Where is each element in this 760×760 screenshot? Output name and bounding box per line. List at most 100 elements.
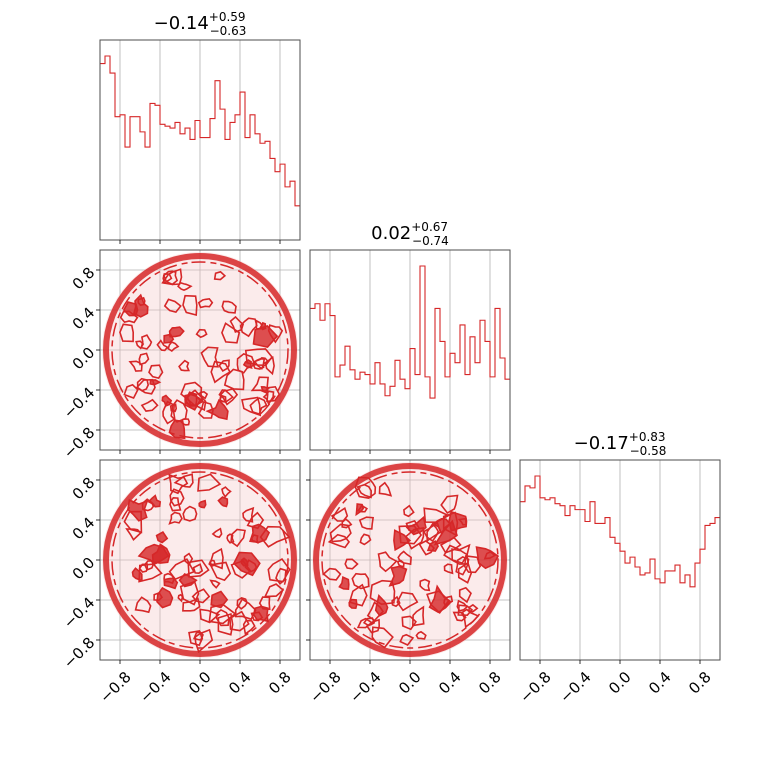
contour-density [102, 462, 298, 658]
contour-blob [131, 567, 143, 582]
x-tick-label: 0.0 [605, 668, 635, 698]
contour-blob [223, 368, 245, 391]
grid-lines [539, 460, 701, 660]
contour-blob [359, 533, 372, 546]
contour-blob [221, 322, 241, 344]
contour-blob [148, 364, 164, 380]
contour-blob [147, 494, 162, 508]
contour-blob [178, 359, 190, 372]
contour-blob [249, 397, 268, 415]
contour-blob [205, 398, 229, 421]
contour-blob [369, 579, 396, 606]
x-tick-label: 0.4 [225, 668, 255, 698]
contour-blob [463, 555, 482, 574]
contour-blob [475, 546, 500, 570]
contour-blob [356, 504, 369, 513]
contour-blob [210, 360, 231, 384]
contour-blob [229, 610, 250, 632]
contour-blob [341, 518, 353, 529]
contour-blob [192, 563, 204, 575]
contour-blob [242, 359, 253, 370]
histogram-line [100, 55, 300, 207]
contour-blob [167, 341, 180, 353]
contour-blob [162, 400, 176, 425]
x-tick-label: 0.8 [265, 668, 295, 698]
contour-blob [208, 559, 216, 568]
contour-blob [374, 593, 389, 617]
contour-blob [182, 505, 198, 522]
contour-blob [169, 496, 182, 512]
contour-blob [200, 346, 219, 368]
x-ticks [539, 660, 701, 664]
x-tick-label: −0.8 [306, 668, 344, 706]
contour-blob [137, 543, 170, 566]
contour-blob [426, 590, 450, 614]
contour-blob [457, 561, 473, 584]
y-tick-label: 0.0 [69, 554, 99, 584]
contour-blob [418, 540, 436, 556]
contour-blob [366, 601, 385, 622]
contour-blob [348, 583, 368, 607]
contour-blob [358, 516, 375, 530]
contour-blob [208, 603, 237, 625]
panel-title: 0.02+0.67 −0.74 [371, 220, 449, 248]
histogram-panel-param-0: −0.14+0.59 −0.63 [99, 10, 301, 244]
contour-blob [432, 517, 451, 535]
contour-blob [255, 319, 263, 330]
contour-blob [327, 533, 351, 549]
contour-density [102, 252, 298, 448]
contour-blob [161, 394, 173, 407]
y-tick-label: 0.4 [69, 514, 99, 544]
contour-blob [168, 419, 186, 440]
panel-title: −0.17+0.83 −0.58 [574, 430, 667, 458]
panel-title: −0.14+0.59 −0.63 [154, 10, 247, 38]
contour-blob [439, 536, 462, 554]
contour-blob [197, 297, 214, 309]
ticks [96, 479, 281, 664]
contour-blob [127, 498, 149, 522]
contour-blob [138, 563, 149, 573]
contour-blob [218, 388, 234, 403]
contour-blob [161, 268, 183, 286]
inner-contour [321, 471, 499, 649]
contour-blob [322, 567, 342, 581]
contour-blob [180, 381, 204, 407]
contour-blob [119, 323, 135, 343]
contour-blob [230, 528, 246, 548]
contour-blob [140, 398, 159, 412]
contour-blob [183, 552, 194, 566]
contour-blob [199, 608, 221, 624]
contour-blob [440, 494, 459, 515]
contour-panel-0-2: −0.8−0.40.00.40.8−0.8 −0.4 0.0 0.4 0.8 [60, 459, 301, 707]
contour-blob [182, 294, 198, 317]
y-tick-label: 0.4 [69, 304, 99, 334]
contour-blob [249, 523, 271, 544]
x-tick-label: 0.4 [435, 668, 465, 698]
contour-blob [405, 515, 427, 536]
contour-blob [210, 590, 229, 609]
contour-blob [168, 326, 185, 338]
contour-blob [329, 523, 352, 543]
contour-blob [128, 360, 143, 372]
contour-blob [217, 496, 229, 508]
contour-blob [209, 579, 221, 589]
ticks [306, 479, 491, 664]
contour-blob [458, 586, 472, 604]
title-lower-error: −0.74 [412, 234, 449, 248]
y-tick-label: 0.0 [69, 344, 99, 374]
contour-blob [156, 339, 169, 352]
contour-blob [169, 403, 178, 413]
contour-blob [244, 348, 274, 367]
contour-blob [193, 631, 204, 642]
contour-blob [371, 626, 394, 649]
title-lower-error: −0.63 [210, 24, 247, 38]
contour-blob [163, 572, 176, 585]
x-tick-label: 0.0 [395, 668, 425, 698]
contour-blob [398, 524, 423, 545]
contour-blob [215, 608, 230, 627]
outer-contour [313, 463, 507, 657]
contour-blob [123, 383, 139, 399]
contour-panel-0-1: −0.8−0.4 0.0 0.4 0.8 [60, 249, 301, 462]
x-ticks [119, 240, 281, 244]
contour-blob [163, 298, 182, 314]
